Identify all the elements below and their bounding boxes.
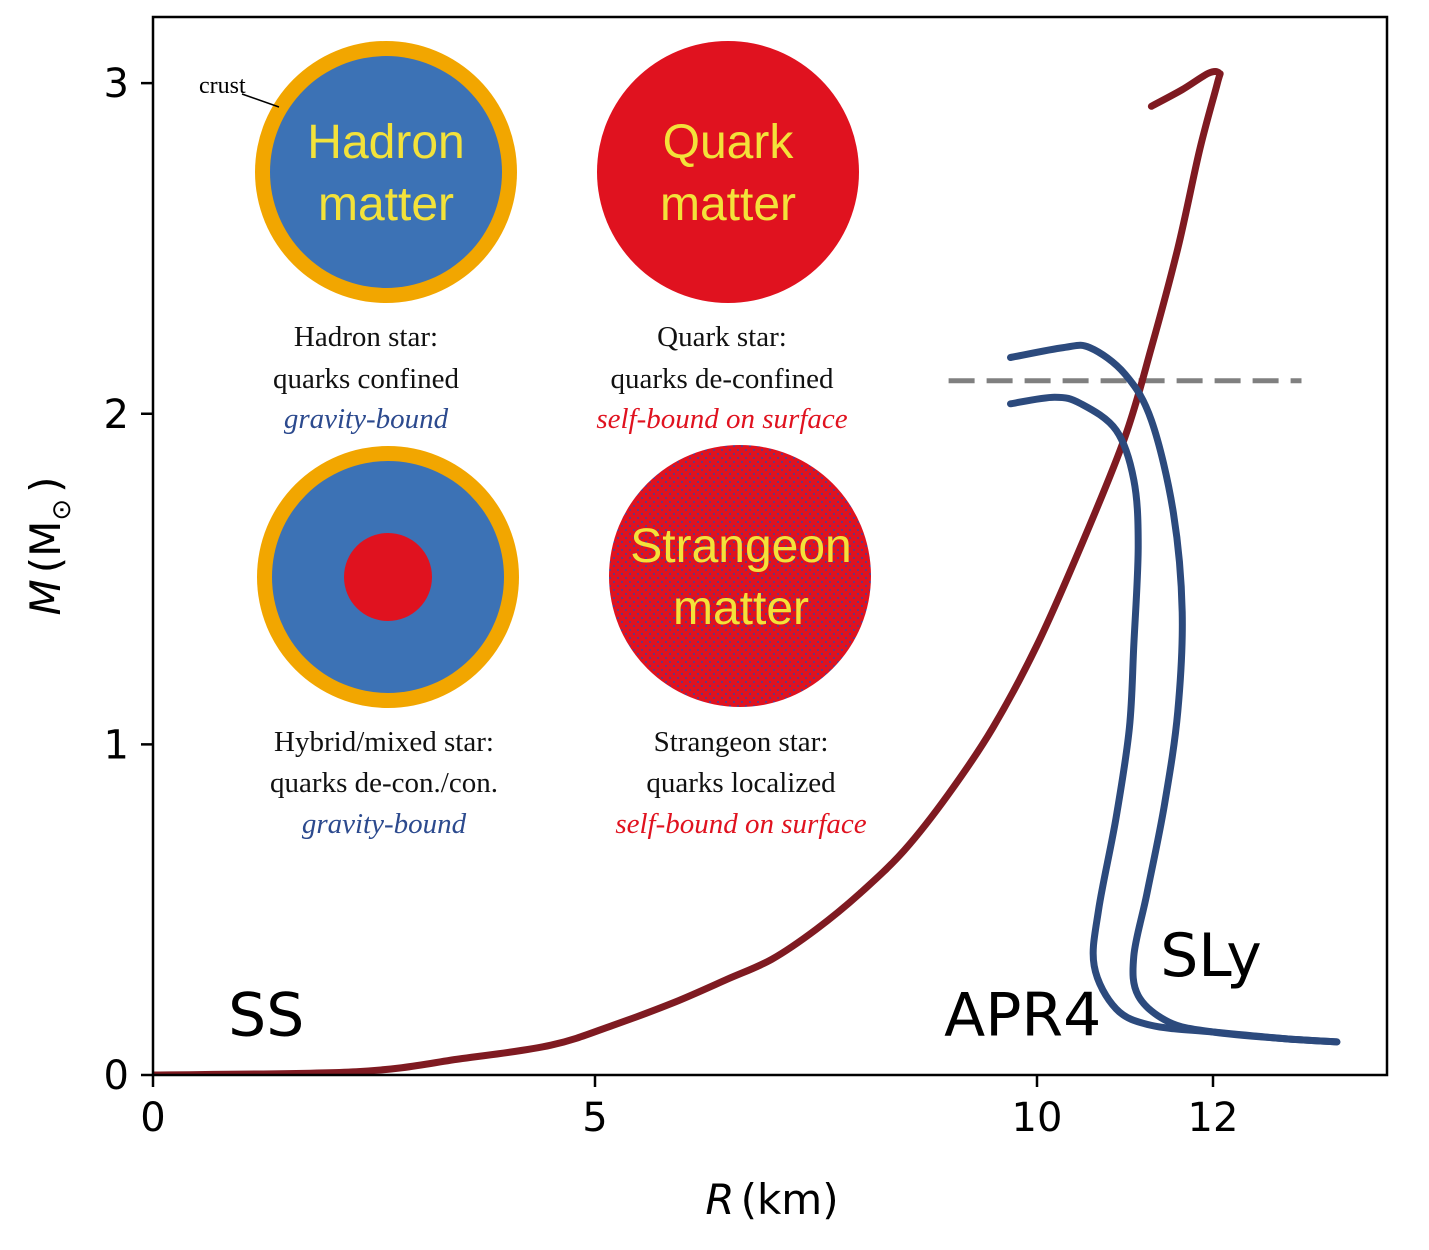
quark-star-ball	[597, 41, 859, 303]
hadron-caption-line2: quarks confined	[273, 363, 460, 395]
plot-marks	[153, 68, 1341, 1075]
y-tick-label: 1	[104, 722, 129, 768]
y-axis-label: M (M⊙)	[21, 476, 77, 615]
inset-strangeon-star: Strangeon matter Strangeon star: quarks …	[609, 445, 871, 840]
quark-caption-line1: Quark star:	[657, 321, 787, 353]
x-axis-label: R (km)	[705, 1175, 838, 1224]
y-axis-unit-close: )	[21, 476, 70, 492]
inset-hadron-star: Hadron matter crust Hadron star: quarks …	[199, 41, 517, 435]
x-axis-ticks: 0 5 10 12	[140, 1075, 1238, 1141]
strangeon-caption-line2: quarks localized	[646, 767, 836, 799]
x-tick-label: 5	[582, 1095, 607, 1141]
series-line-sly	[1007, 341, 1341, 1046]
hybrid-caption-line1: Hybrid/mixed star:	[274, 726, 494, 758]
y-tick-label: 0	[104, 1053, 129, 1099]
hybrid-caption-italic: gravity-bound	[302, 808, 467, 840]
hadron-caption-line1: Hadron star:	[294, 321, 438, 353]
crust-pointer-line	[241, 93, 280, 108]
hadron-ball-line2: matter	[318, 178, 454, 231]
curve-label-apr4: APR4	[944, 980, 1101, 1050]
x-axis-variable: R	[705, 1175, 734, 1224]
hybrid-star-quark-core	[344, 533, 432, 621]
x-tick-label: 0	[140, 1095, 165, 1141]
strangeon-caption-line1: Strangeon star:	[654, 726, 829, 758]
y-axis-unit: (M	[21, 521, 70, 574]
quark-caption-line2: quarks de-confined	[610, 363, 834, 395]
crust-label: crust	[199, 73, 246, 99]
series-line-apr4	[1007, 393, 1341, 1046]
y-axis-unit-subscript: ⊙	[47, 499, 77, 521]
plot-frame	[151, 15, 1389, 1077]
x-axis-unit: (km)	[741, 1175, 839, 1224]
strangeon-ball-line2: matter	[673, 582, 809, 635]
x-tick-label: 10	[1012, 1095, 1063, 1141]
y-axis-variable: M	[21, 579, 70, 615]
hybrid-caption-line2: quarks de-con./con.	[270, 767, 498, 799]
hadron-star-core	[270, 56, 502, 288]
quark-caption-italic: self-bound on surface	[596, 403, 847, 435]
quark-ball-line1: Quark	[663, 116, 795, 169]
y-tick-label: 3	[104, 61, 129, 107]
series-line-ss	[153, 68, 1224, 1075]
strangeon-ball-line1: Strangeon	[630, 520, 852, 573]
strangeon-star-ball	[609, 445, 871, 707]
curve-label-sly: SLy	[1160, 921, 1262, 991]
quark-ball-line2: matter	[660, 178, 796, 231]
inset-quark-star: Quark matter Quark star: quarks de-confi…	[596, 41, 859, 435]
hadron-ball-line1: Hadron	[307, 116, 464, 169]
y-axis-ticks: 0 1 2 3	[104, 61, 153, 1099]
hadron-caption-italic: gravity-bound	[284, 403, 449, 435]
x-tick-label: 12	[1188, 1095, 1239, 1141]
curve-labels: SS APR4 SLy	[228, 921, 1262, 1051]
strangeon-caption-italic: self-bound on surface	[615, 808, 866, 840]
curve-label-ss: SS	[228, 980, 304, 1050]
y-tick-label: 2	[104, 392, 129, 438]
inset-hybrid-star: Hybrid/mixed star: quarks de-con./con. g…	[257, 446, 519, 840]
